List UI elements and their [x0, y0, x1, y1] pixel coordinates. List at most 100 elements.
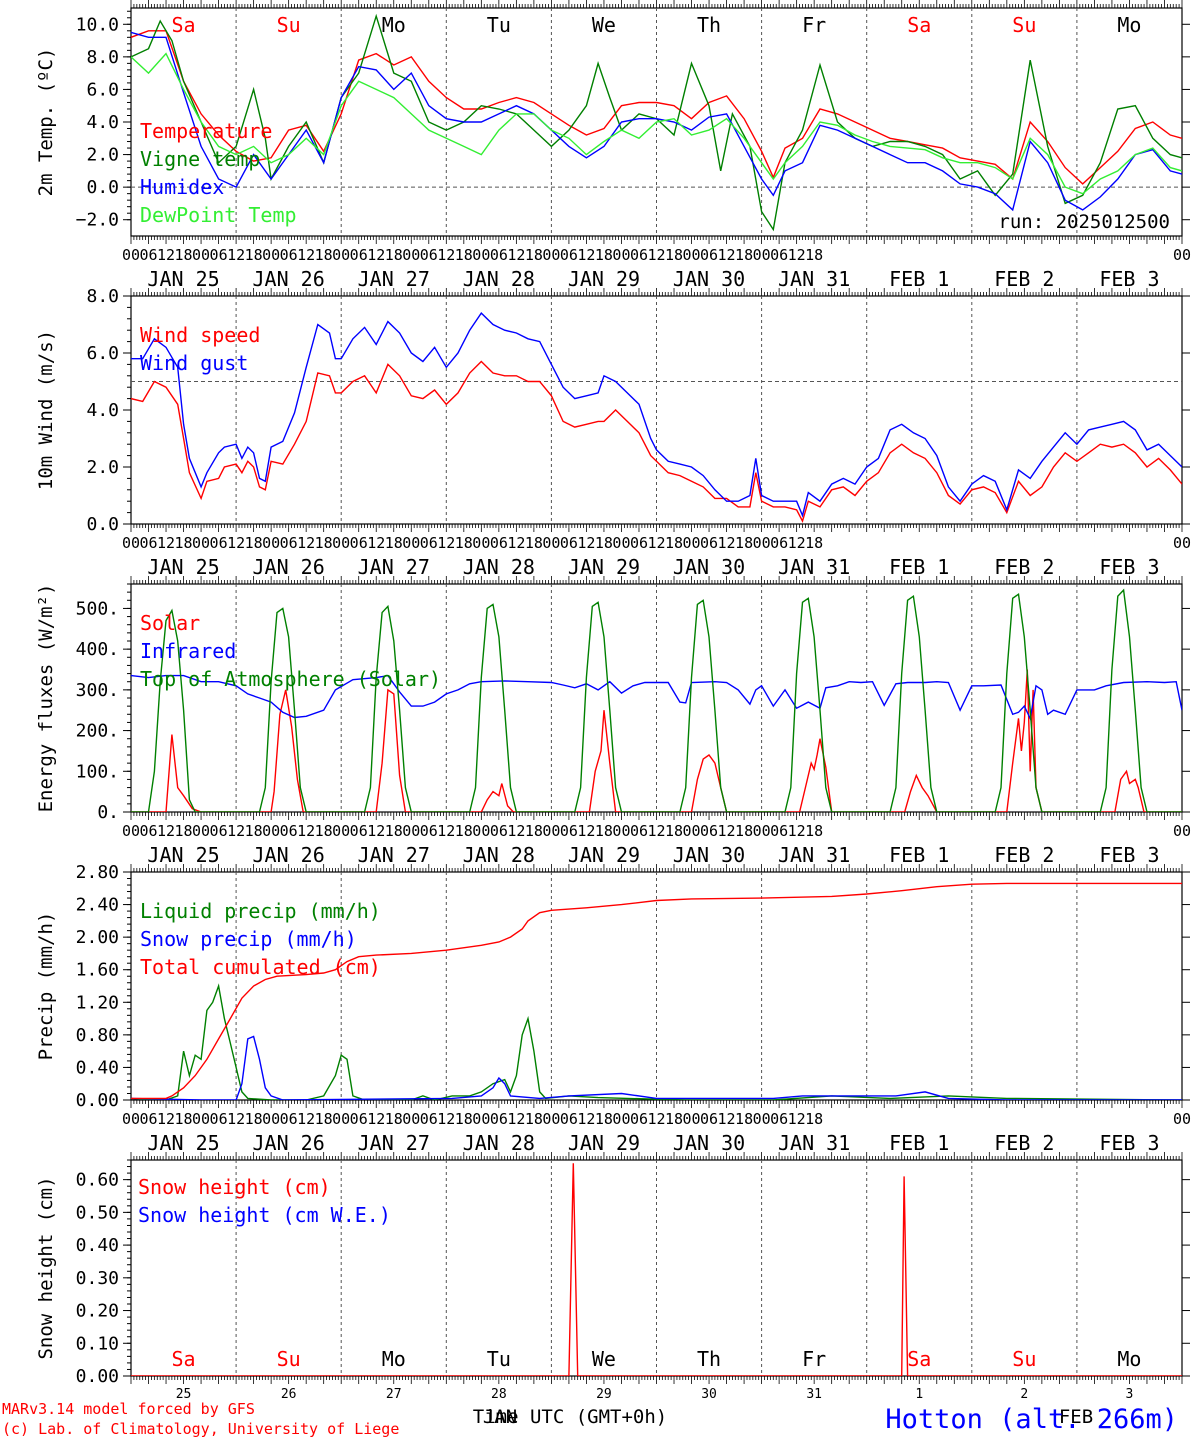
hour-label: 18 [315, 534, 333, 552]
date-label: JAN 29 [568, 555, 640, 579]
y-axis-title: 10m Wind (m/s) [35, 330, 57, 490]
weekday-label: Su [277, 13, 301, 37]
hour-label: 18 [385, 246, 403, 264]
date-label: JAN 30 [673, 267, 745, 291]
hour-label: 00 [612, 534, 630, 552]
hour-label: 06 [280, 534, 298, 552]
hour-label: 12 [157, 822, 175, 840]
hour-label: 06 [560, 1110, 578, 1128]
hour-label: 06 [700, 534, 718, 552]
series-line-top-of-atmosphere-solar- [131, 588, 1182, 812]
hour-label: 12 [788, 822, 806, 840]
hour-label: 12 [507, 534, 525, 552]
date-label: JAN 26 [253, 555, 325, 579]
hour-label: 18 [455, 534, 473, 552]
weekday-label: Mo [382, 13, 406, 37]
hour-label: 12 [227, 246, 245, 264]
legend-entry: Top of Atmosphere (Solar) [140, 667, 441, 691]
hour-label: 18 [315, 1110, 333, 1128]
date-label: JAN 28 [463, 843, 535, 867]
hour-label: 00 [192, 822, 210, 840]
hour-label: 06 [770, 534, 788, 552]
day-number: 2 [1020, 1387, 1028, 1402]
date-label: FEB 3 [1099, 843, 1159, 867]
hour-label: 18 [805, 534, 823, 552]
y-tick-label: 0.40 [76, 1235, 119, 1256]
date-label: JAN 27 [358, 1131, 430, 1155]
hour-label: 12 [157, 534, 175, 552]
date-label: FEB 2 [994, 1131, 1054, 1155]
hour-label: 12 [788, 1110, 806, 1128]
hour-label: 00 [332, 822, 350, 840]
hour-label: 00 [402, 534, 420, 552]
hour-label: 18 [455, 1110, 473, 1128]
weekday-label: Fr [802, 13, 826, 37]
hour-label: 12 [367, 534, 385, 552]
series-line-vigne-temp [131, 13, 1182, 232]
x-axis-title: Time UTC (GMT+0h) [473, 1406, 667, 1428]
hour-label: 00 [683, 534, 701, 552]
weekday-label: Su [1012, 13, 1036, 37]
weekday-label: We [592, 1347, 616, 1371]
hour-label: 00 [753, 822, 771, 840]
hour-label: 12 [507, 246, 525, 264]
hour-label: 00 [122, 246, 140, 264]
hour-label: 00 [192, 534, 210, 552]
hour-label: 06 [560, 534, 578, 552]
hour-label: 06 [700, 246, 718, 264]
hour-label: 00 [542, 1110, 560, 1128]
hour-label: 00 [753, 534, 771, 552]
y-tick-label: 6.0 [86, 79, 119, 100]
hour-label: 00 [612, 822, 630, 840]
hour-label: 06 [490, 246, 508, 264]
station-label: Hotton (alt. 266m) [885, 1404, 1178, 1435]
y-tick-label: −2.0 [76, 210, 119, 231]
series-line-snow-precip-mm-h- [131, 1035, 1182, 1100]
panel-5: 0.00 0.10 0.20 0.30 0.40 0.50 0.60 Snow height … [35, 1152, 1190, 1387]
hour-label: 18 [245, 246, 263, 264]
date-label: JAN 31 [778, 267, 850, 291]
y-tick-label: 0.30 [76, 1268, 119, 1289]
legend-entry: Snow height (cm W.E.) [138, 1203, 391, 1227]
hour-label: 12 [437, 822, 455, 840]
hour-label: 18 [735, 822, 753, 840]
hour-label: 18 [665, 246, 683, 264]
hour-label: 00 [192, 246, 210, 264]
hour-label: 18 [525, 1110, 543, 1128]
hour-label: 06 [490, 822, 508, 840]
y-tick-label: 0.00 [76, 1366, 119, 1387]
hour-label: 18 [455, 246, 473, 264]
hour-label: 12 [647, 822, 665, 840]
hour-label: 12 [367, 246, 385, 264]
date-label: JAN 29 [568, 1131, 640, 1155]
day-number: 27 [386, 1387, 402, 1402]
y-axis-title: Energy fluxes (W/m²) [35, 584, 57, 813]
hour-label: 00 [542, 246, 560, 264]
hour-label: 06 [280, 246, 298, 264]
hour-label: 12 [227, 822, 245, 840]
day-number: 30 [701, 1387, 717, 1402]
day-number: 1 [915, 1387, 923, 1402]
y-tick-label: 300. [76, 680, 119, 701]
hour-label: 18 [595, 1110, 613, 1128]
legend-entry: Solar [140, 611, 200, 635]
hour-label: 12 [577, 822, 595, 840]
y-axis-title: Precip (mm/h) [35, 912, 57, 1061]
hour-label: 00 [402, 246, 420, 264]
date-label: JAN 27 [358, 555, 430, 579]
hour-label: 00 [612, 246, 630, 264]
series-line-liquid-precip-mm-h- [131, 983, 1182, 1100]
hour-label: 18 [595, 534, 613, 552]
hour-label: 06 [560, 246, 578, 264]
legend-entry: Infrared [140, 639, 236, 663]
date-label: JAN 26 [253, 267, 325, 291]
date-label: JAN 25 [147, 267, 219, 291]
y-tick-label: 0.00 [76, 1090, 119, 1111]
date-label: FEB 3 [1099, 1131, 1159, 1155]
hour-label: 12 [157, 246, 175, 264]
date-label: JAN 26 [253, 843, 325, 867]
legend-entry: Temperature [140, 119, 272, 143]
y-tick-label: 1.20 [76, 992, 119, 1013]
hour-label: 00 [262, 534, 280, 552]
